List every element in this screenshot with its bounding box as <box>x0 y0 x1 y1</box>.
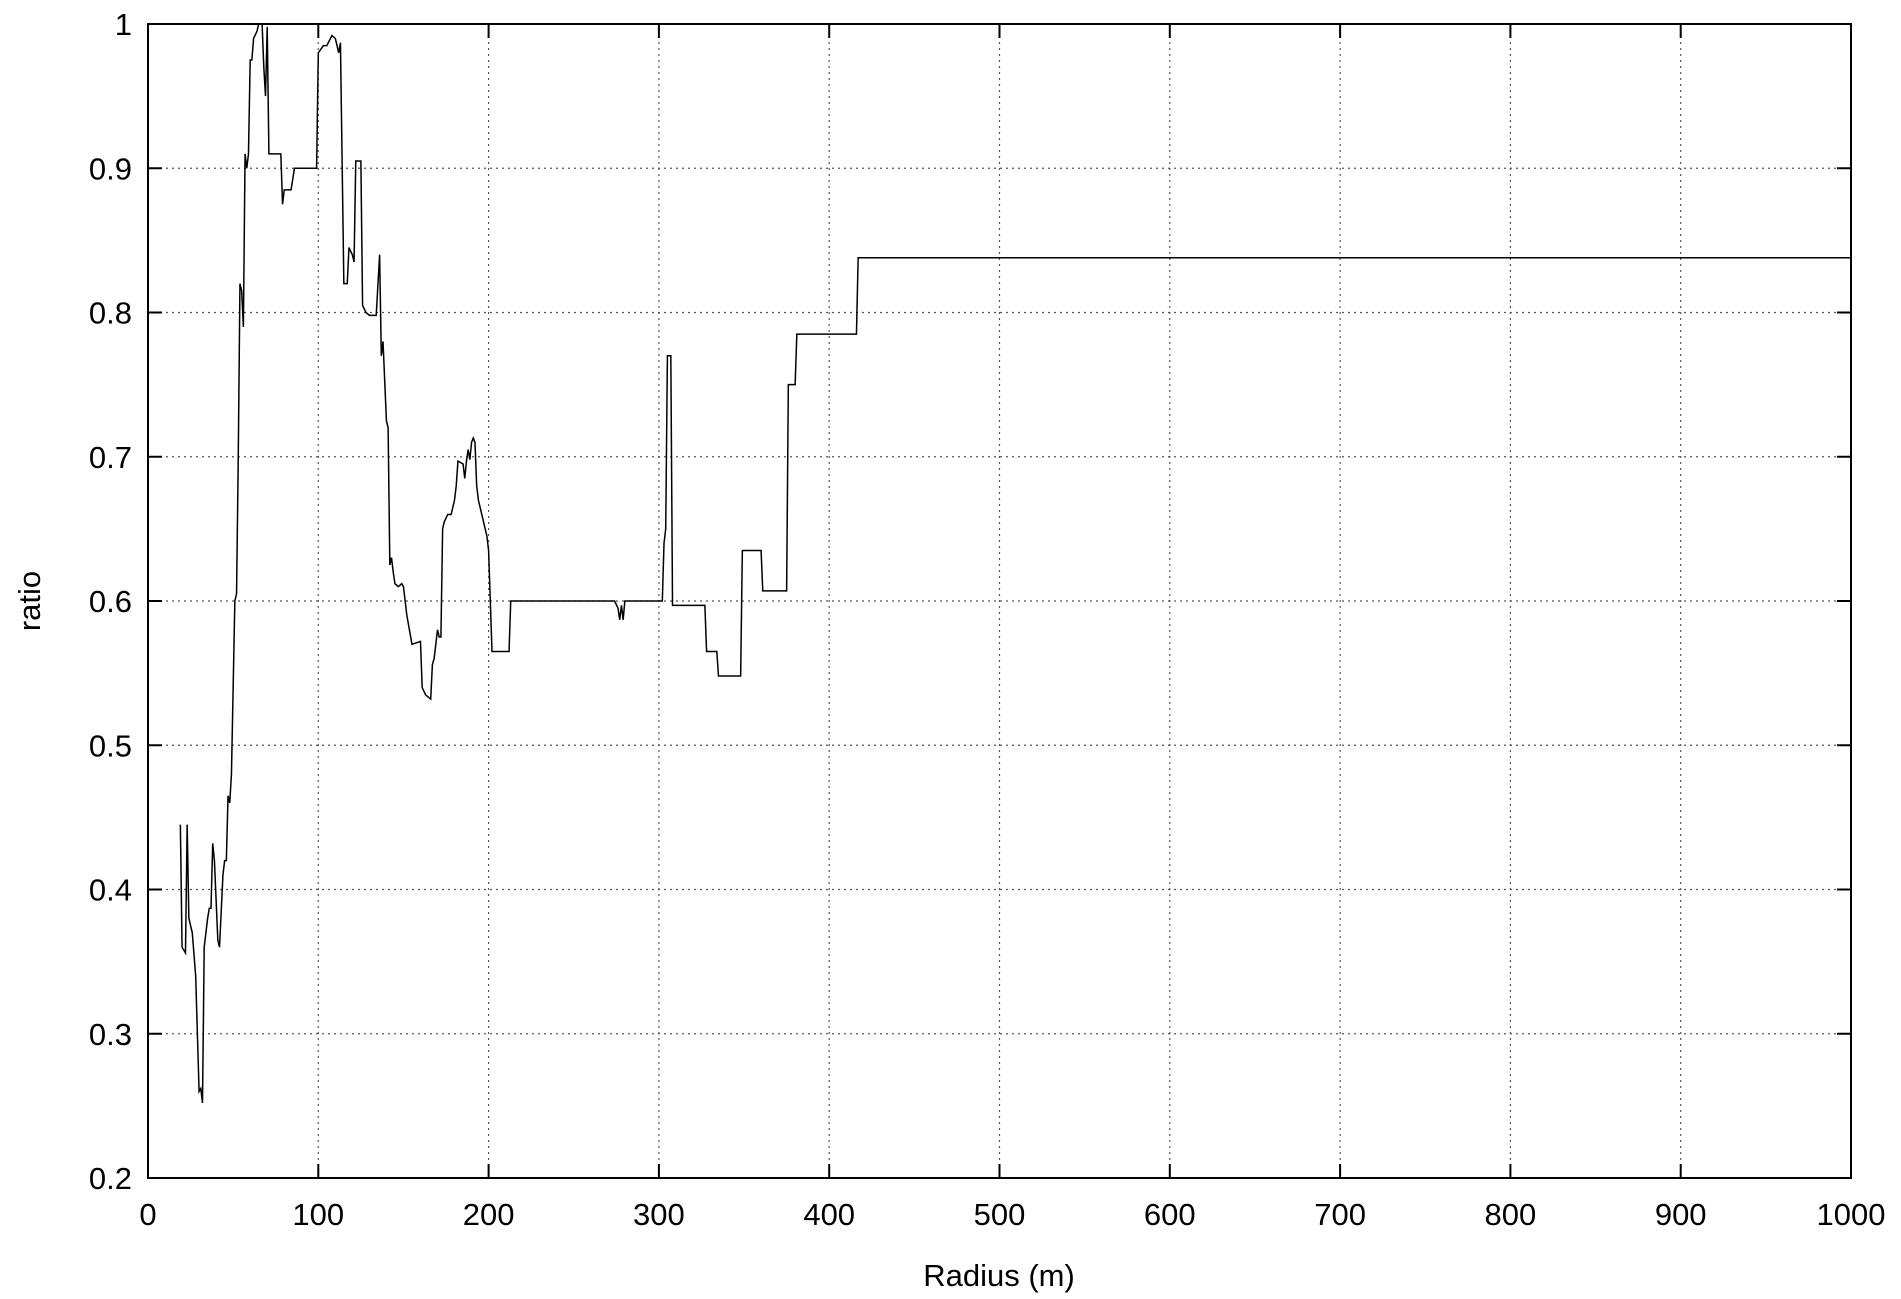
y-axis-label: ratio <box>12 571 47 631</box>
x-tick-label: 700 <box>1314 1197 1366 1232</box>
plot-frame <box>147 23 1852 1179</box>
y-tick-label: 0.5 <box>89 728 132 763</box>
x-tick-label: 400 <box>803 1197 855 1232</box>
x-tick-label: 900 <box>1655 1197 1707 1232</box>
data-line <box>179 23 1851 1104</box>
x-tick-label: 100 <box>292 1197 344 1232</box>
x-tick-label: 500 <box>974 1197 1026 1232</box>
y-tick-label: 0.3 <box>89 1017 132 1052</box>
x-tick-label: 600 <box>1144 1197 1196 1232</box>
x-tick-label: 1000 <box>1817 1197 1886 1232</box>
x-tick-label: 200 <box>463 1197 515 1232</box>
y-tick-label: 0.4 <box>89 873 132 908</box>
x-tick-label: 300 <box>633 1197 685 1232</box>
x-tick-label: 800 <box>1485 1197 1537 1232</box>
y-tick-label: 0.6 <box>89 584 132 619</box>
y-tick-label: 0.2 <box>89 1161 132 1196</box>
y-tick-label: 0.8 <box>89 296 132 331</box>
y-tick-label: 1 <box>115 7 132 42</box>
x-axis-label: Radius (m) <box>923 1258 1075 1293</box>
y-tick-label: 0.7 <box>89 440 132 475</box>
x-tick-label: 0 <box>139 1197 156 1232</box>
y-tick-label: 0.9 <box>89 151 132 186</box>
